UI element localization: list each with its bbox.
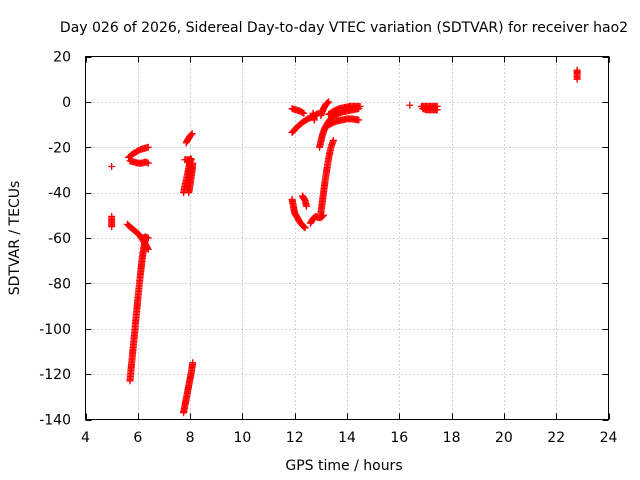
series-seg-18 bbox=[306, 211, 327, 227]
y-tick-label: -120 bbox=[39, 367, 71, 383]
series-seg-07 bbox=[126, 234, 150, 385]
y-tick-label: -140 bbox=[39, 413, 71, 429]
data-point bbox=[142, 234, 150, 242]
series-seg-21 bbox=[317, 98, 333, 119]
x-tick-label: 20 bbox=[495, 430, 513, 446]
data-point bbox=[300, 223, 308, 231]
y-tick-label: -100 bbox=[39, 322, 71, 338]
x-tick-label: 8 bbox=[186, 430, 195, 446]
data-point bbox=[187, 156, 195, 164]
series-seg-12 bbox=[180, 359, 197, 417]
x-tick-label: 10 bbox=[233, 430, 251, 446]
data-point bbox=[189, 159, 197, 167]
series-seg-22 bbox=[322, 115, 363, 131]
y-axis-label: SDTVAR / TECUs bbox=[7, 181, 23, 296]
y-tick-label: -40 bbox=[48, 186, 71, 202]
data-point bbox=[108, 163, 116, 171]
data-point bbox=[310, 116, 318, 124]
y-tick-labels: -140 -120 -100 -80 -60 -40 -20 0 20 bbox=[39, 50, 71, 429]
x-tick-label: 24 bbox=[600, 430, 618, 446]
data-point bbox=[573, 75, 581, 83]
chart-title: Day 026 of 2026, Sidereal Day-to-day VTE… bbox=[60, 20, 628, 36]
data-point bbox=[108, 223, 116, 231]
data-points bbox=[108, 66, 581, 417]
x-tick-labels: 4 6 8 10 12 14 16 18 20 22 24 bbox=[81, 430, 617, 446]
axis-ticks bbox=[85, 56, 610, 421]
y-tick-label: -20 bbox=[48, 140, 71, 156]
series-seg-24 bbox=[406, 101, 414, 109]
data-point bbox=[187, 131, 195, 139]
data-point bbox=[325, 98, 333, 106]
data-point bbox=[356, 102, 364, 110]
series-seg-16 bbox=[299, 192, 310, 210]
y-tick-label: -80 bbox=[48, 276, 71, 292]
data-point bbox=[144, 159, 152, 167]
x-tick-label: 6 bbox=[133, 430, 142, 446]
y-tick-label: 20 bbox=[53, 50, 71, 66]
series-seg-14 bbox=[288, 105, 308, 117]
series-seg-02 bbox=[108, 212, 116, 231]
x-tick-label: 4 bbox=[81, 430, 90, 446]
data-point bbox=[302, 202, 310, 210]
data-point bbox=[299, 108, 307, 116]
data-point bbox=[355, 116, 363, 124]
y-tick-label: -60 bbox=[48, 231, 71, 247]
x-tick-label: 16 bbox=[390, 430, 408, 446]
data-point bbox=[300, 109, 308, 117]
series-seg-01 bbox=[108, 163, 116, 171]
series-seg-17 bbox=[309, 109, 318, 124]
data-point bbox=[144, 143, 152, 151]
x-axis-label: GPS time / hours bbox=[285, 458, 402, 474]
series-seg-09 bbox=[181, 156, 195, 164]
series-seg-15 bbox=[288, 195, 309, 232]
data-point bbox=[324, 99, 332, 107]
data-point bbox=[189, 359, 197, 367]
data-point bbox=[329, 136, 337, 144]
y-tick-label: 0 bbox=[62, 95, 71, 111]
series-seg-04 bbox=[126, 157, 152, 167]
series-seg-23 bbox=[325, 102, 364, 118]
series-seg-11 bbox=[185, 159, 197, 197]
series-seg-26 bbox=[419, 105, 441, 114]
x-tick-label: 22 bbox=[547, 430, 565, 446]
series-seg-03 bbox=[125, 143, 152, 161]
data-point bbox=[433, 106, 441, 114]
data-point bbox=[301, 224, 309, 232]
x-tick-label: 18 bbox=[443, 430, 461, 446]
series-seg-27 bbox=[573, 66, 581, 83]
data-point bbox=[406, 101, 414, 109]
data-point bbox=[188, 130, 196, 138]
series-seg-19 bbox=[317, 136, 337, 217]
series-seg-10 bbox=[182, 130, 196, 147]
x-tick-label: 14 bbox=[338, 430, 356, 446]
x-tick-label: 12 bbox=[286, 430, 304, 446]
plot-frame bbox=[85, 56, 609, 420]
